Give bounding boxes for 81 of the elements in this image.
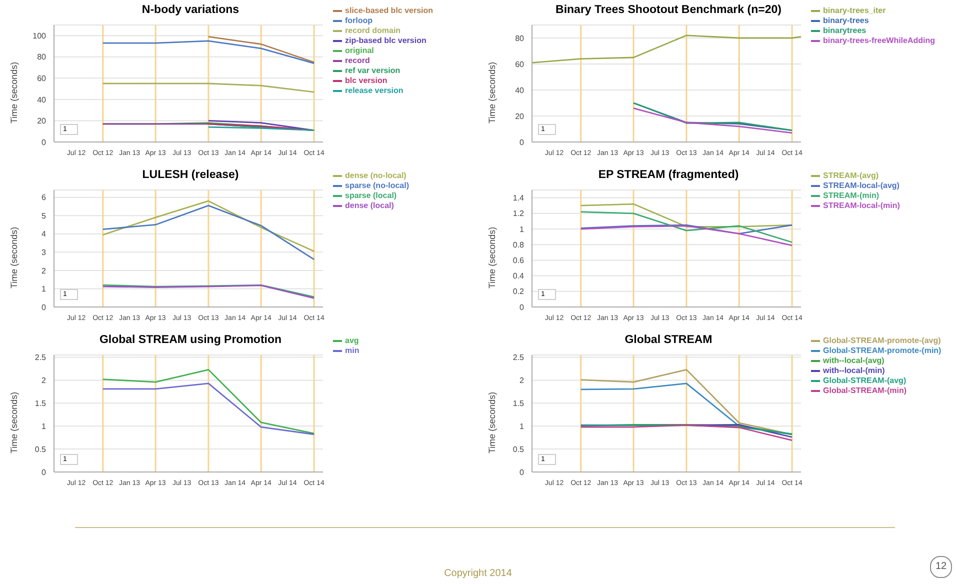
legend-label: Global-STREAM-promote-(min) xyxy=(823,346,942,356)
y-tick-label: 1 xyxy=(520,422,525,431)
legend-label: forloop xyxy=(345,16,373,26)
y-tick-label: 0 xyxy=(42,302,47,312)
legend-label: original xyxy=(345,46,374,56)
legend-label: binary-trees xyxy=(823,16,869,26)
y-tick-label: 0 xyxy=(42,468,47,477)
y-tick-label: 6 xyxy=(42,193,47,202)
y-tick-label: 1.5 xyxy=(34,399,47,408)
legend-label: binarytrees xyxy=(823,26,866,36)
legend-label: Global-STREAM-(avg) xyxy=(823,376,906,386)
legend-label: blc version xyxy=(345,76,388,86)
legend-label: with--local-(avg) xyxy=(823,356,884,366)
legend-label: sparse (no-local) xyxy=(345,181,410,191)
y-tick-label: 0.8 xyxy=(512,240,525,250)
y-axis-title: Time (seconds) xyxy=(487,226,498,288)
legend-label: min xyxy=(345,346,360,356)
chart-title: Binary Trees Shootout Benchmark (n=20) xyxy=(554,4,782,16)
y-tick-label: 40 xyxy=(37,95,47,104)
legend-label: Global-STREAM-promote-(avg) xyxy=(823,336,941,346)
y-tick-label: 0.4 xyxy=(512,272,525,281)
y-tick-label: 100 xyxy=(32,31,47,40)
legend-label: Global-STREAM-(min) xyxy=(823,386,907,396)
y-tick-label: 0 xyxy=(520,138,525,147)
y-axis-title: Time (seconds) xyxy=(487,392,498,454)
y-tick-label: 2.5 xyxy=(34,353,47,362)
y-tick-label: 0.5 xyxy=(512,444,525,454)
y-tick-label: 60 xyxy=(37,74,47,84)
chart-title: Global STREAM using Promotion xyxy=(98,334,283,346)
y-tick-label: 3 xyxy=(42,248,47,257)
legend-label: binary-trees-freeWhileAdding xyxy=(823,36,936,46)
y-tick-label: 0.6 xyxy=(512,256,525,266)
legend-label: STREAM-local-(min) xyxy=(823,201,900,211)
y-tick-label: 0 xyxy=(520,302,525,312)
y-tick-label: 1 xyxy=(42,284,47,294)
legend-label: STREAM-(min) xyxy=(823,191,879,201)
y-tick-label: 20 xyxy=(37,116,47,126)
y-axis-title: Time (seconds) xyxy=(9,226,20,288)
y-tick-label: 1.4 xyxy=(512,194,525,203)
legend-label: slice-based blc version xyxy=(345,6,434,16)
y-tick-label: 1.5 xyxy=(512,399,525,408)
legend-label: with--local-(min) xyxy=(823,366,885,376)
chart-title: EP STREAM (fragmented) xyxy=(597,169,740,181)
y-tick-label: 1.2 xyxy=(512,209,525,218)
page-number-badge: 12 xyxy=(930,556,952,578)
legend-label: dense (local) xyxy=(345,201,394,211)
y-tick-label: 0.5 xyxy=(34,444,47,454)
y-axis-title: Time (seconds) xyxy=(9,62,20,124)
chart-title: LULESH (release) xyxy=(141,169,240,181)
legend-label: record domain xyxy=(345,26,401,36)
y-tick-label: 5 xyxy=(42,211,47,220)
y-tick-label: 4 xyxy=(42,230,47,239)
legend-label: STREAM-local-(avg) xyxy=(823,181,900,191)
y-tick-label: 2.5 xyxy=(512,353,525,362)
y-tick-label: 2 xyxy=(520,376,525,386)
legend-label: sparse (local) xyxy=(345,191,397,201)
text: Copyright 2014 xyxy=(444,568,512,579)
y-axis-title: Time (seconds) xyxy=(487,62,498,124)
legend-label: binary-trees_iter xyxy=(823,6,886,16)
legend-label: dense (no-local) xyxy=(345,171,406,181)
y-tick-label: 80 xyxy=(515,34,525,43)
y-axis-title: Time (seconds) xyxy=(9,392,20,454)
y-tick-label: 0.2 xyxy=(512,287,525,296)
legend-label: ref var version xyxy=(345,66,400,76)
y-tick-label: 1 xyxy=(42,422,47,431)
chart-title: N-body variations xyxy=(140,4,240,16)
y-tick-label: 0 xyxy=(520,468,525,477)
legend-label: STREAM-(avg) xyxy=(823,171,879,181)
y-tick-label: 2 xyxy=(42,376,47,386)
legend-label: zip-based blc version xyxy=(345,36,426,46)
chart-title: Global STREAM xyxy=(624,334,714,346)
y-tick-label: 0 xyxy=(42,138,47,147)
y-tick-label: 1 xyxy=(520,224,525,234)
y-tick-label: 80 xyxy=(37,52,47,62)
legend-label: release version xyxy=(345,86,404,96)
legend-label: avg xyxy=(345,336,359,346)
y-tick-label: 60 xyxy=(515,60,525,69)
legend-label: record xyxy=(345,56,370,66)
y-tick-label: 20 xyxy=(515,112,525,121)
y-tick-label: 40 xyxy=(515,86,525,95)
y-tick-label: 2 xyxy=(42,266,47,276)
